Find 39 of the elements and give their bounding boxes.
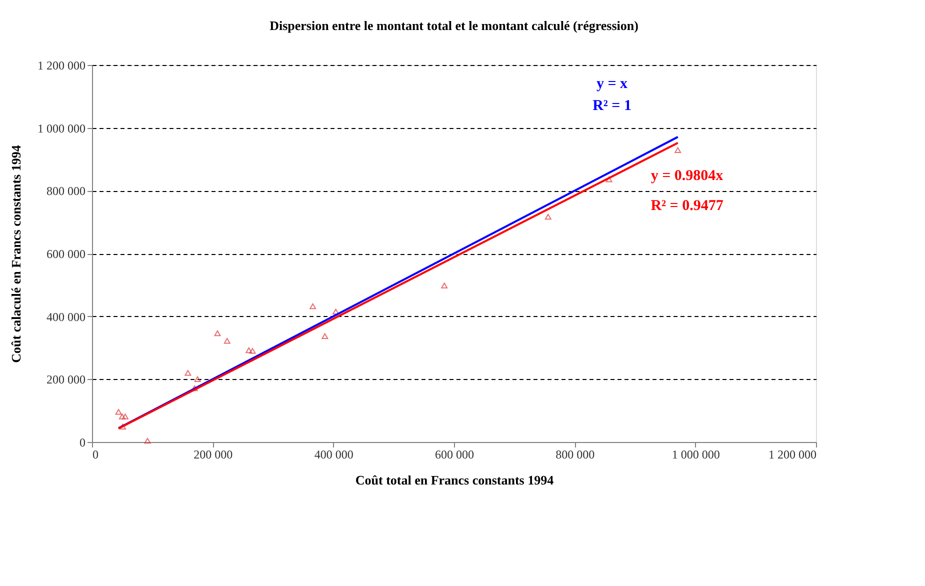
point (214, 330, 221, 336)
point (120, 424, 126, 430)
y-tick-label: 1 200 000 (38, 58, 86, 72)
x-tick-label: 800 000 (556, 448, 595, 462)
point (118, 414, 126, 420)
point (246, 347, 252, 354)
point (194, 376, 201, 382)
point (144, 438, 151, 444)
point (606, 176, 612, 182)
x-tick-label: 600 000 (435, 448, 474, 462)
chart-title: Dispersion entre le montant total et le montant calculé (régression) (270, 18, 638, 33)
x-tick-label: 200 000 (194, 448, 233, 462)
point (115, 408, 122, 415)
point (184, 370, 192, 376)
x-tick-label: 0 (92, 448, 98, 462)
y-axis-title: Coût calaculé en Francs constants 1994 (8, 144, 24, 363)
annotation: R² = 0.9477 (650, 198, 724, 214)
y-tick-label: 1 000 000 (38, 121, 86, 136)
y-tick-label: 0 (80, 436, 86, 450)
point (332, 308, 339, 314)
point (249, 348, 256, 354)
point (674, 147, 682, 154)
annotation: y = 0.9804x (650, 168, 724, 184)
y-tick-label: 800 000 (46, 184, 86, 198)
point (224, 338, 230, 344)
x-tick-label: 1 200 000 (768, 448, 816, 462)
y-tick-label: 400 000 (46, 310, 86, 324)
point (544, 214, 552, 220)
annotation: y = x (596, 76, 628, 92)
y-tick-label: 200 000 (46, 372, 86, 387)
x-tick-label: 400 000 (314, 448, 354, 462)
point (322, 333, 328, 339)
x-axis-title: Coût total en Francs constants 1994 (355, 472, 554, 488)
annotation: R² = 1 (592, 98, 632, 114)
y-tick-label: 600 000 (46, 247, 86, 261)
x-tick-label: 1 000 000 (672, 448, 720, 462)
point (441, 282, 448, 288)
point (122, 414, 128, 420)
point (310, 303, 316, 310)
